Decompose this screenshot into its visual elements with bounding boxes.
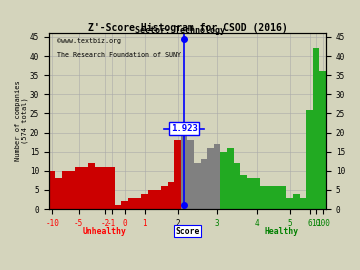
Bar (247, 178, 253, 209)
Bar (267, 186, 273, 209)
Bar (207, 148, 214, 209)
Bar (194, 163, 201, 209)
Bar (141, 194, 148, 209)
Bar (75, 167, 82, 209)
Bar (201, 159, 207, 209)
Bar (121, 201, 128, 209)
Bar (240, 175, 247, 209)
Bar (89, 163, 95, 209)
Text: 1.923: 1.923 (171, 124, 198, 133)
Bar (55, 178, 62, 209)
Bar (280, 186, 287, 209)
Bar (313, 48, 319, 209)
Bar (49, 171, 55, 209)
Bar (306, 110, 313, 209)
Bar (273, 186, 280, 209)
Title: Z'-Score Histogram for CSOD (2016): Z'-Score Histogram for CSOD (2016) (87, 23, 287, 33)
Bar (293, 194, 300, 209)
Bar (62, 171, 69, 209)
Text: Healthy: Healthy (265, 227, 299, 236)
Bar (260, 186, 267, 209)
Bar (181, 133, 188, 209)
Text: The Research Foundation of SUNY: The Research Foundation of SUNY (57, 52, 181, 59)
Bar (220, 152, 227, 209)
Bar (161, 186, 168, 209)
Text: Sector: Technology: Sector: Technology (135, 26, 225, 35)
Bar (319, 71, 326, 209)
Bar (154, 190, 161, 209)
Text: Score: Score (175, 227, 200, 236)
Bar (227, 148, 234, 209)
Y-axis label: Number of companies
(574 total): Number of companies (574 total) (15, 81, 28, 161)
Bar (82, 167, 89, 209)
Bar (115, 205, 121, 209)
Bar (188, 140, 194, 209)
Bar (128, 198, 135, 209)
Bar (148, 190, 154, 209)
Bar (300, 198, 306, 209)
Bar (214, 144, 220, 209)
Bar (234, 163, 240, 209)
Bar (69, 171, 75, 209)
Bar (168, 182, 174, 209)
Bar (95, 167, 102, 209)
Bar (135, 198, 141, 209)
Text: Unhealthy: Unhealthy (82, 227, 126, 236)
Bar (287, 198, 293, 209)
Bar (108, 167, 115, 209)
Bar (174, 140, 181, 209)
Bar (253, 178, 260, 209)
Text: ©www.textbiz.org: ©www.textbiz.org (57, 38, 121, 44)
Bar (102, 167, 108, 209)
